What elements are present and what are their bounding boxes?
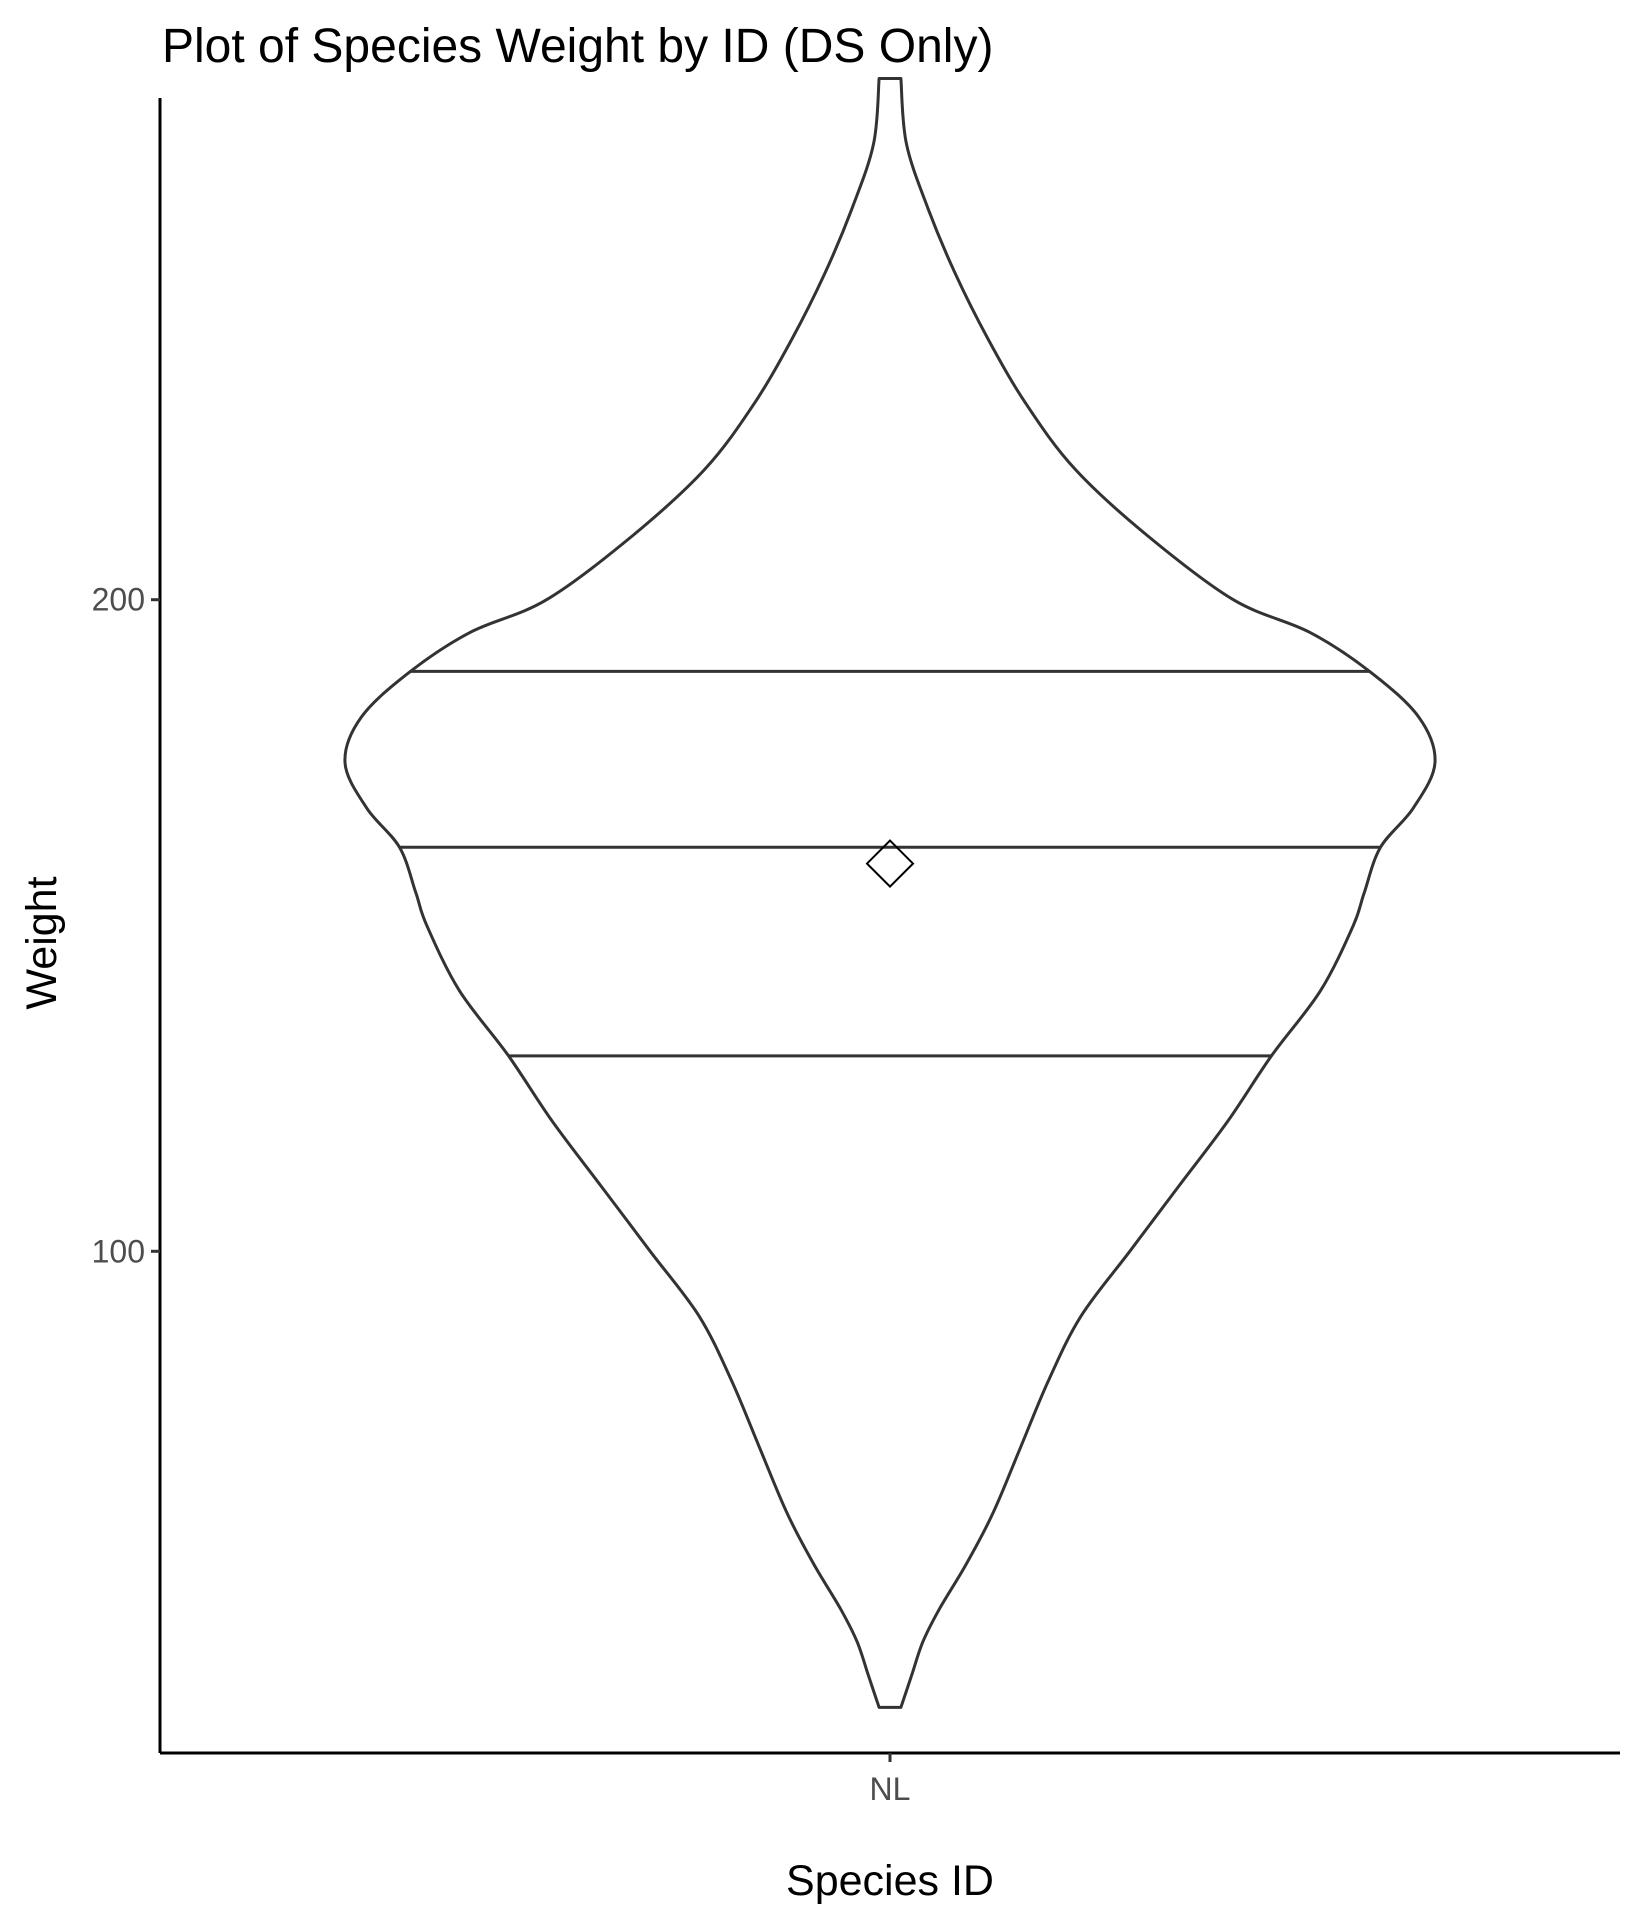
y-axis-ticks: 100 200 bbox=[92, 582, 160, 1269]
mean-point-NL bbox=[865, 839, 915, 889]
quantile-layer bbox=[399, 669, 1381, 1058]
x-axis-ticks: NL bbox=[870, 1753, 911, 1807]
violin-NL bbox=[343, 77, 1437, 1709]
y-tick-label-100: 100 bbox=[92, 1233, 145, 1269]
violin-layer bbox=[343, 77, 1437, 1709]
y-axis-title: Weight bbox=[18, 876, 66, 1009]
x-axis-title: Species ID bbox=[786, 1857, 994, 1905]
mean-layer bbox=[865, 839, 915, 889]
plot-area bbox=[343, 77, 1437, 1709]
y-tick-label-200: 200 bbox=[92, 582, 145, 618]
chart-title: Plot of Species Weight by ID (DS Only) bbox=[162, 20, 993, 73]
x-tick-label-NL: NL bbox=[870, 1771, 911, 1807]
